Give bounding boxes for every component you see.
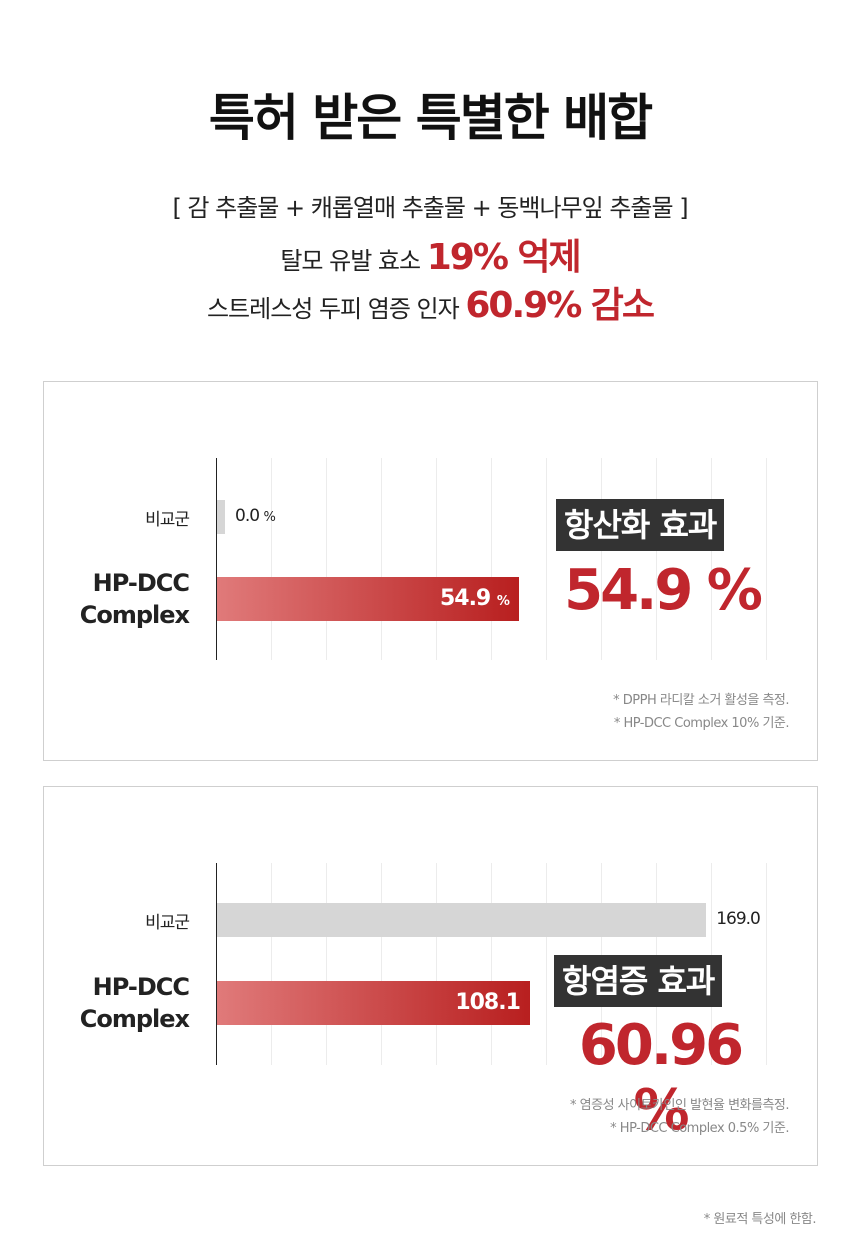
note-line: * 염증성 사이토카인인 발현율 변화를측정. xyxy=(570,1098,789,1113)
grid-line xyxy=(436,458,437,660)
measurement-notes: * 염증성 사이토카인인 발현율 변화를측정. * HP-DCC Complex… xyxy=(570,1094,789,1140)
note-line: * DPPH 라디칼 소거 활성을 측정. xyxy=(613,693,789,708)
inflammation-claim-highlight: 60.9% 감소 xyxy=(465,285,655,326)
antioxidant-chart-panel: 비교군 HP-DCC Complex 54.9 % 0.0 % 항산화 효과 5… xyxy=(43,381,818,761)
ingredients-line: [ 감 추출물 + 캐롭열매 추출물 + 동백나무잎 추출물 ] xyxy=(172,194,688,222)
inflammation-claim-line: 스트레스성 두피 염증 인자 60.9% 감소 xyxy=(0,276,860,328)
effect-headline-value: 60.96 % xyxy=(578,1013,744,1143)
grid-line xyxy=(381,863,382,1065)
grid-line xyxy=(381,458,382,660)
y-axis-line xyxy=(216,863,217,1065)
grid-line xyxy=(436,863,437,1065)
bar-hpdcc: 108.1 xyxy=(217,981,530,1025)
grid-line xyxy=(491,458,492,660)
note-line: * HP-DCC Complex 0.5% 기준. xyxy=(610,1121,789,1136)
grid-line xyxy=(491,863,492,1065)
bar-control xyxy=(217,903,707,937)
effect-headline-value: 54.9 % xyxy=(564,558,763,623)
bar-hpdcc: 54.9 % xyxy=(217,577,519,621)
grid-line xyxy=(656,458,657,660)
bar-value-label: 108.1 xyxy=(455,990,521,1015)
bar-value-label: 54.9 % xyxy=(439,586,510,611)
grid-line xyxy=(711,458,712,660)
enzyme-claim-line: 탈모 유발 효소 19% 억제 xyxy=(0,228,860,280)
footnote: * 원료적 특성에 한함. xyxy=(703,1212,817,1227)
category-label-control: 비교군 xyxy=(145,510,190,530)
effect-badge: 항산화 효과 xyxy=(556,499,725,551)
grid-line xyxy=(766,863,767,1065)
bar-value-label: 169.0 xyxy=(716,909,761,929)
measurement-notes: * DPPH 라디칼 소거 활성을 측정. * HP-DCC Complex 1… xyxy=(613,689,789,735)
grid-line xyxy=(546,458,547,660)
page-title: 특허 받은 특별한 배합 xyxy=(208,89,653,147)
anti-inflammatory-chart: 비교군 HP-DCC Complex 108.1 169.0 항염증 효과 60… xyxy=(44,787,817,1165)
effect-badge: 항염증 효과 xyxy=(554,955,723,1007)
antioxidant-chart: 비교군 HP-DCC Complex 54.9 % 0.0 % 항산화 효과 5… xyxy=(44,382,817,760)
note-line: * HP-DCC Complex 10% 기준. xyxy=(613,716,790,731)
enzyme-claim-highlight: 19% 억제 xyxy=(426,237,582,278)
grid-line xyxy=(271,458,272,660)
grid-line xyxy=(271,863,272,1065)
grid-line xyxy=(326,458,327,660)
category-label-hpdcc: HP-DCC Complex xyxy=(79,569,190,629)
category-label-hpdcc: HP-DCC Complex xyxy=(79,973,190,1033)
grid-line xyxy=(546,863,547,1065)
grid-line xyxy=(326,863,327,1065)
bar-control xyxy=(217,500,225,534)
inflammation-claim-text: 스트레스성 두피 염증 인자 xyxy=(206,295,460,323)
y-axis-line xyxy=(216,458,217,660)
enzyme-claim-text: 탈모 유발 효소 xyxy=(280,247,421,275)
grid-line xyxy=(766,458,767,660)
bar-value-label: 0.0 % xyxy=(235,506,276,526)
grid-line xyxy=(601,458,602,660)
category-label-control: 비교군 xyxy=(145,913,190,933)
anti-inflammatory-chart-panel: 비교군 HP-DCC Complex 108.1 169.0 항염증 효과 60… xyxy=(43,786,818,1166)
